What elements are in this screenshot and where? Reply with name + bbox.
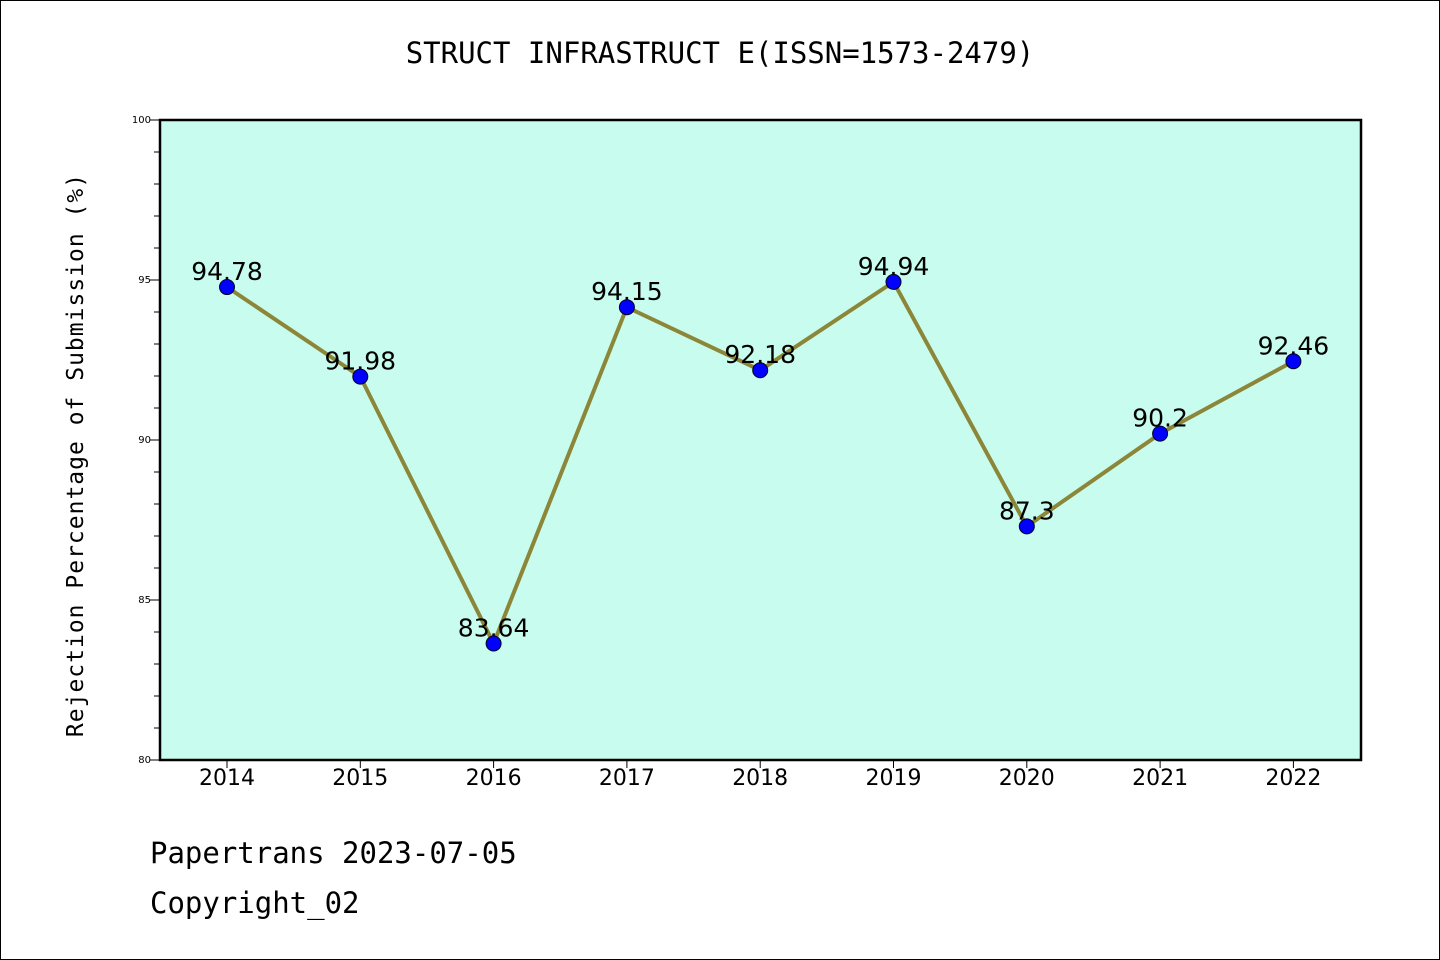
y-tick-label: 95 xyxy=(138,275,151,286)
x-tick-label: 2019 xyxy=(866,766,922,791)
data-point xyxy=(752,362,769,379)
y-tick-label: 90 xyxy=(138,435,151,446)
x-tick-label: 2014 xyxy=(199,766,255,791)
plot-area xyxy=(160,120,1361,760)
data-label: 91.98 xyxy=(325,347,397,376)
footer-copyright: Copyright_02 xyxy=(150,886,360,920)
x-tick-label: 2018 xyxy=(732,766,788,791)
plot-border xyxy=(158,118,1363,762)
x-tick-label: 2022 xyxy=(1265,766,1321,791)
data-point xyxy=(485,635,502,652)
data-point xyxy=(885,273,902,290)
data-label: 92.18 xyxy=(724,340,796,369)
y-tick-label: 80 xyxy=(138,755,151,766)
data-label: 94.78 xyxy=(191,257,263,286)
x-tick-label: 2016 xyxy=(466,766,522,791)
data-point xyxy=(618,299,635,316)
data-point xyxy=(1152,425,1169,442)
data-point xyxy=(352,368,369,385)
x-tick-label: 2015 xyxy=(332,766,388,791)
y-tick-label: 85 xyxy=(138,595,151,606)
data-label: 94.15 xyxy=(591,277,663,306)
x-tick-label: 2020 xyxy=(999,766,1055,791)
data-point xyxy=(1018,518,1035,535)
data-point xyxy=(219,279,235,296)
y-tick-label: 100 xyxy=(132,115,151,126)
data-label: 87.3 xyxy=(999,496,1055,525)
data-point xyxy=(1285,353,1302,370)
x-tick-label: 2021 xyxy=(1132,766,1188,791)
data-label: 90.2 xyxy=(1132,404,1188,433)
x-tick-label: 2017 xyxy=(599,766,655,791)
data-label: 83.64 xyxy=(458,614,530,643)
chart-title: STRUCT INFRASTRUCT E(ISSN=1573-2479) xyxy=(405,36,1035,70)
footer-date: Papertrans 2023-07-05 xyxy=(150,836,517,870)
data-label: 92.46 xyxy=(1258,331,1330,360)
data-label: 94.94 xyxy=(858,252,930,281)
